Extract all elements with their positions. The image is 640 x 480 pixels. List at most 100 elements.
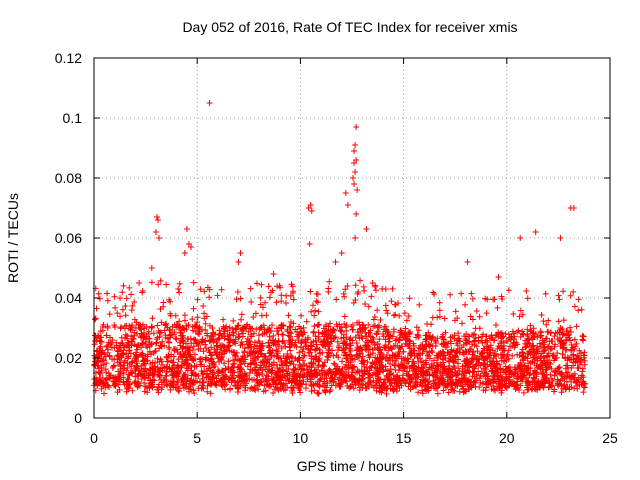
data-point xyxy=(410,340,417,347)
data-point xyxy=(324,353,331,360)
data-point xyxy=(262,299,269,306)
data-point xyxy=(352,142,359,148)
data-point xyxy=(485,373,492,380)
data-point xyxy=(135,378,142,385)
data-point xyxy=(492,387,499,394)
data-point xyxy=(308,339,315,346)
data-point xyxy=(479,380,486,387)
data-point xyxy=(253,361,260,368)
data-point xyxy=(458,290,465,297)
data-point xyxy=(347,356,354,363)
data-point xyxy=(101,390,108,397)
data-point xyxy=(205,373,212,380)
data-point xyxy=(550,352,557,359)
data-point xyxy=(276,367,283,374)
data-point xyxy=(156,374,163,381)
data-point xyxy=(472,362,479,369)
data-point xyxy=(142,355,149,362)
data-point xyxy=(120,374,127,381)
data-point xyxy=(172,335,179,342)
data-point xyxy=(287,323,294,330)
x-tick-label: 25 xyxy=(602,430,618,446)
data-point xyxy=(329,328,336,335)
data-point xyxy=(351,374,358,381)
data-point xyxy=(527,322,534,329)
data-point xyxy=(471,365,478,372)
data-point xyxy=(255,353,262,360)
data-point xyxy=(181,375,188,382)
data-point xyxy=(117,295,124,302)
data-point xyxy=(501,368,508,375)
data-point xyxy=(145,375,152,382)
data-point xyxy=(412,378,419,385)
data-point xyxy=(138,344,145,351)
data-point xyxy=(270,389,277,396)
data-point xyxy=(266,366,273,373)
data-point xyxy=(331,334,338,341)
data-point xyxy=(352,235,359,241)
data-point xyxy=(388,298,395,305)
data-point xyxy=(358,376,365,383)
data-point xyxy=(354,319,361,326)
data-point xyxy=(111,381,118,388)
data-point xyxy=(93,347,100,354)
data-point xyxy=(322,329,329,336)
data-point xyxy=(511,333,518,340)
data-point xyxy=(373,387,380,394)
data-point xyxy=(570,359,577,366)
data-point xyxy=(532,354,539,361)
data-point xyxy=(401,310,408,317)
data-point xyxy=(413,373,420,380)
data-point xyxy=(261,352,268,359)
data-point xyxy=(339,358,346,365)
data-point xyxy=(97,328,104,335)
data-point xyxy=(359,381,366,388)
data-point xyxy=(242,387,249,394)
data-point xyxy=(532,229,539,235)
data-point xyxy=(529,358,536,365)
data-point xyxy=(575,307,582,314)
data-point xyxy=(315,321,322,328)
data-point xyxy=(485,378,492,385)
data-point xyxy=(356,350,363,357)
data-point xyxy=(417,345,424,352)
data-point xyxy=(561,354,568,361)
data-point xyxy=(326,366,333,373)
data-point xyxy=(181,326,188,333)
data-point xyxy=(315,357,322,364)
data-point xyxy=(444,349,451,356)
data-point xyxy=(547,360,554,367)
data-point xyxy=(109,337,116,344)
data-point xyxy=(453,340,460,347)
data-point xyxy=(128,363,135,370)
data-point xyxy=(201,288,208,295)
data-point xyxy=(408,376,415,383)
data-point xyxy=(107,374,114,381)
data-point xyxy=(121,325,128,332)
data-point xyxy=(580,333,587,340)
data-point xyxy=(475,334,482,341)
data-point xyxy=(185,365,192,372)
data-point xyxy=(128,291,135,298)
data-point xyxy=(236,357,243,364)
data-point xyxy=(142,339,149,346)
data-point xyxy=(361,368,368,375)
data-point xyxy=(250,314,257,321)
data-point xyxy=(206,362,213,369)
data-point xyxy=(138,375,145,382)
data-point xyxy=(516,313,523,320)
data-point xyxy=(363,226,370,232)
data-point xyxy=(447,340,454,347)
data-point xyxy=(249,325,256,332)
x-tick-label: 10 xyxy=(293,430,309,446)
data-point xyxy=(260,388,267,395)
data-point xyxy=(490,375,497,382)
data-point xyxy=(127,326,134,333)
data-point xyxy=(97,370,104,377)
data-point xyxy=(366,346,373,353)
data-point xyxy=(226,376,233,383)
data-point xyxy=(223,323,230,330)
data-point xyxy=(428,363,435,370)
data-point xyxy=(298,312,305,319)
data-point xyxy=(554,350,561,357)
